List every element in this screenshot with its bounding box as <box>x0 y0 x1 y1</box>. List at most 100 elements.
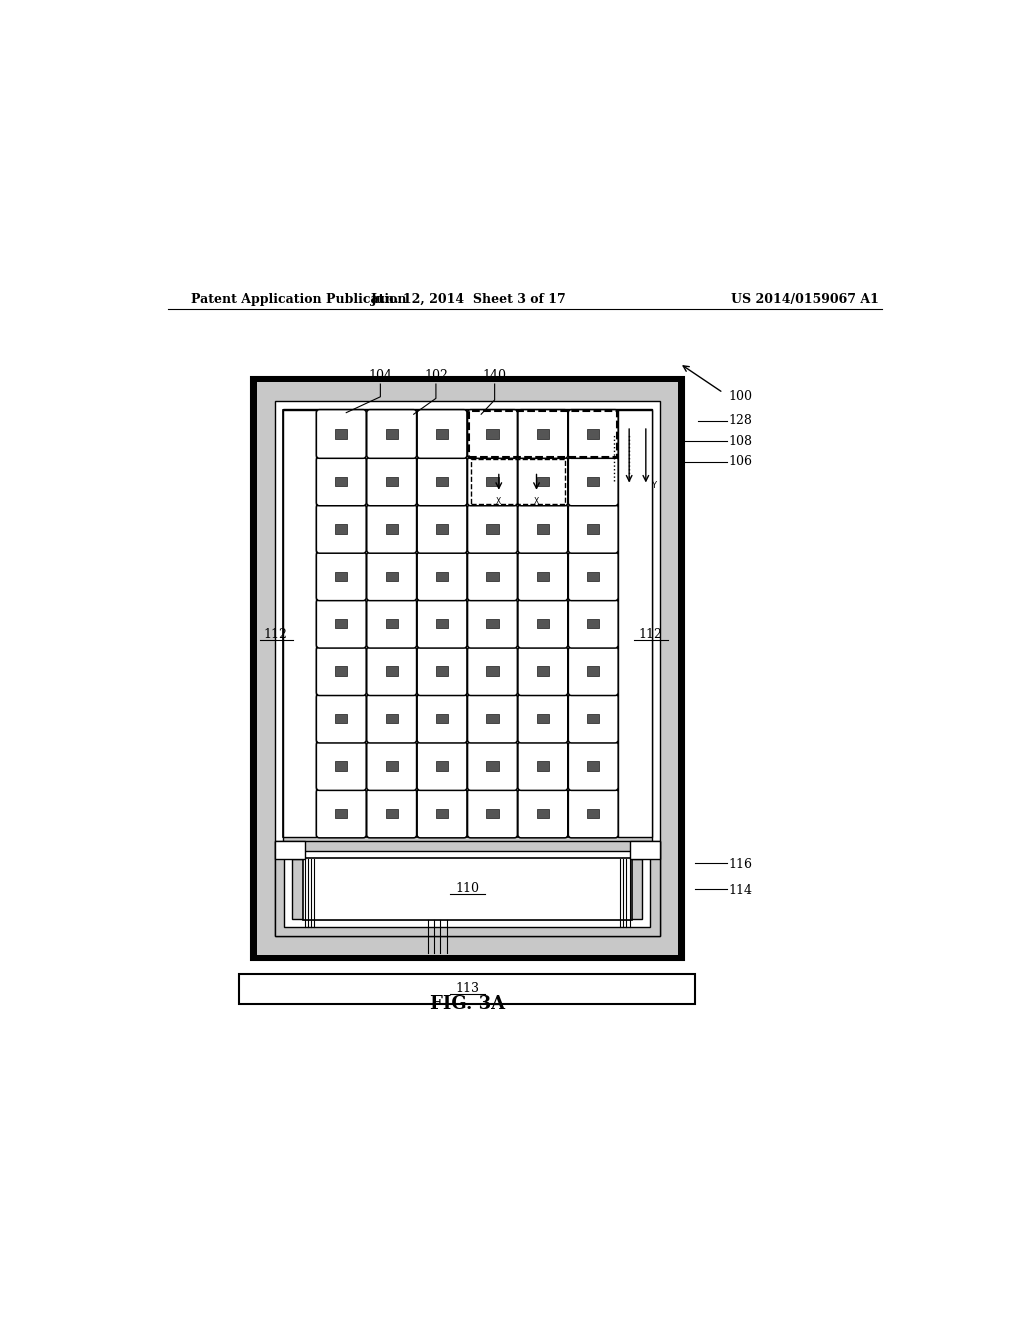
FancyBboxPatch shape <box>417 409 467 458</box>
Bar <box>335 524 347 533</box>
Bar <box>335 572 347 581</box>
Bar <box>618 411 652 837</box>
Bar <box>436 524 449 533</box>
Text: 113: 113 <box>456 982 479 995</box>
FancyBboxPatch shape <box>518 457 567 506</box>
Text: US 2014/0159067 A1: US 2014/0159067 A1 <box>731 293 879 306</box>
Bar <box>486 809 499 818</box>
Bar <box>283 411 316 837</box>
FancyBboxPatch shape <box>417 552 467 601</box>
Bar <box>436 429 449 438</box>
FancyBboxPatch shape <box>417 504 467 553</box>
Bar <box>587 809 599 818</box>
FancyBboxPatch shape <box>568 457 618 506</box>
FancyBboxPatch shape <box>367 409 417 458</box>
Text: X: X <box>534 496 539 506</box>
Bar <box>436 667 449 676</box>
Text: 140: 140 <box>482 370 507 383</box>
Bar <box>385 667 397 676</box>
Bar <box>335 809 347 818</box>
Text: 128: 128 <box>729 414 753 428</box>
FancyBboxPatch shape <box>367 552 417 601</box>
Text: 102: 102 <box>424 370 447 383</box>
Text: 106: 106 <box>729 455 753 469</box>
Bar <box>537 809 549 818</box>
FancyBboxPatch shape <box>518 552 567 601</box>
FancyBboxPatch shape <box>316 409 367 458</box>
Bar <box>335 667 347 676</box>
Bar <box>486 477 499 486</box>
FancyBboxPatch shape <box>518 599 567 648</box>
Bar <box>303 858 632 920</box>
FancyBboxPatch shape <box>568 552 618 601</box>
FancyBboxPatch shape <box>367 647 417 696</box>
FancyBboxPatch shape <box>417 789 467 838</box>
Bar <box>486 667 499 676</box>
FancyBboxPatch shape <box>568 409 618 458</box>
FancyBboxPatch shape <box>417 647 467 696</box>
Bar <box>335 429 347 438</box>
Bar <box>486 524 499 533</box>
Bar <box>486 714 499 723</box>
Bar <box>335 762 347 771</box>
Bar <box>436 809 449 818</box>
FancyBboxPatch shape <box>468 504 517 553</box>
Bar <box>587 429 599 438</box>
FancyBboxPatch shape <box>367 694 417 743</box>
Bar <box>537 524 549 533</box>
FancyBboxPatch shape <box>468 409 517 458</box>
Bar <box>587 477 599 486</box>
FancyBboxPatch shape <box>468 457 517 506</box>
Text: 108: 108 <box>729 434 753 447</box>
Bar <box>285 850 650 927</box>
Text: 114: 114 <box>729 884 753 896</box>
Bar <box>537 714 549 723</box>
Bar <box>537 429 549 438</box>
Bar <box>587 762 599 771</box>
FancyBboxPatch shape <box>518 409 567 458</box>
FancyBboxPatch shape <box>568 504 618 553</box>
Bar <box>486 619 499 628</box>
FancyBboxPatch shape <box>367 599 417 648</box>
FancyBboxPatch shape <box>518 742 567 791</box>
Text: 110: 110 <box>456 882 479 895</box>
Text: Jun. 12, 2014  Sheet 3 of 17: Jun. 12, 2014 Sheet 3 of 17 <box>372 293 567 306</box>
FancyBboxPatch shape <box>367 742 417 791</box>
FancyBboxPatch shape <box>316 552 367 601</box>
FancyBboxPatch shape <box>316 742 367 791</box>
FancyBboxPatch shape <box>316 694 367 743</box>
FancyBboxPatch shape <box>417 742 467 791</box>
Bar <box>537 762 549 771</box>
Bar <box>385 619 397 628</box>
Bar <box>436 619 449 628</box>
Bar <box>486 429 499 438</box>
FancyBboxPatch shape <box>568 742 618 791</box>
Bar <box>587 667 599 676</box>
Bar <box>283 411 652 837</box>
Text: Y: Y <box>650 480 655 490</box>
Text: X: X <box>497 496 502 506</box>
FancyBboxPatch shape <box>468 552 517 601</box>
Text: FIG. 3A: FIG. 3A <box>430 995 505 1012</box>
FancyBboxPatch shape <box>417 457 467 506</box>
Bar <box>385 714 397 723</box>
FancyBboxPatch shape <box>316 647 367 696</box>
Bar <box>537 572 549 581</box>
Bar <box>436 762 449 771</box>
Text: 116: 116 <box>729 858 753 871</box>
Text: 104: 104 <box>369 370 392 383</box>
Text: 112: 112 <box>638 628 663 642</box>
FancyBboxPatch shape <box>367 457 417 506</box>
Bar <box>257 383 678 954</box>
FancyBboxPatch shape <box>568 599 618 648</box>
Bar <box>630 841 659 858</box>
Bar <box>537 477 549 486</box>
Text: Patent Application Publication: Patent Application Publication <box>191 293 407 306</box>
Bar <box>385 524 397 533</box>
Bar <box>335 714 347 723</box>
Bar <box>587 714 599 723</box>
FancyBboxPatch shape <box>518 647 567 696</box>
FancyBboxPatch shape <box>468 599 517 648</box>
FancyBboxPatch shape <box>417 599 467 648</box>
Bar <box>274 841 659 936</box>
